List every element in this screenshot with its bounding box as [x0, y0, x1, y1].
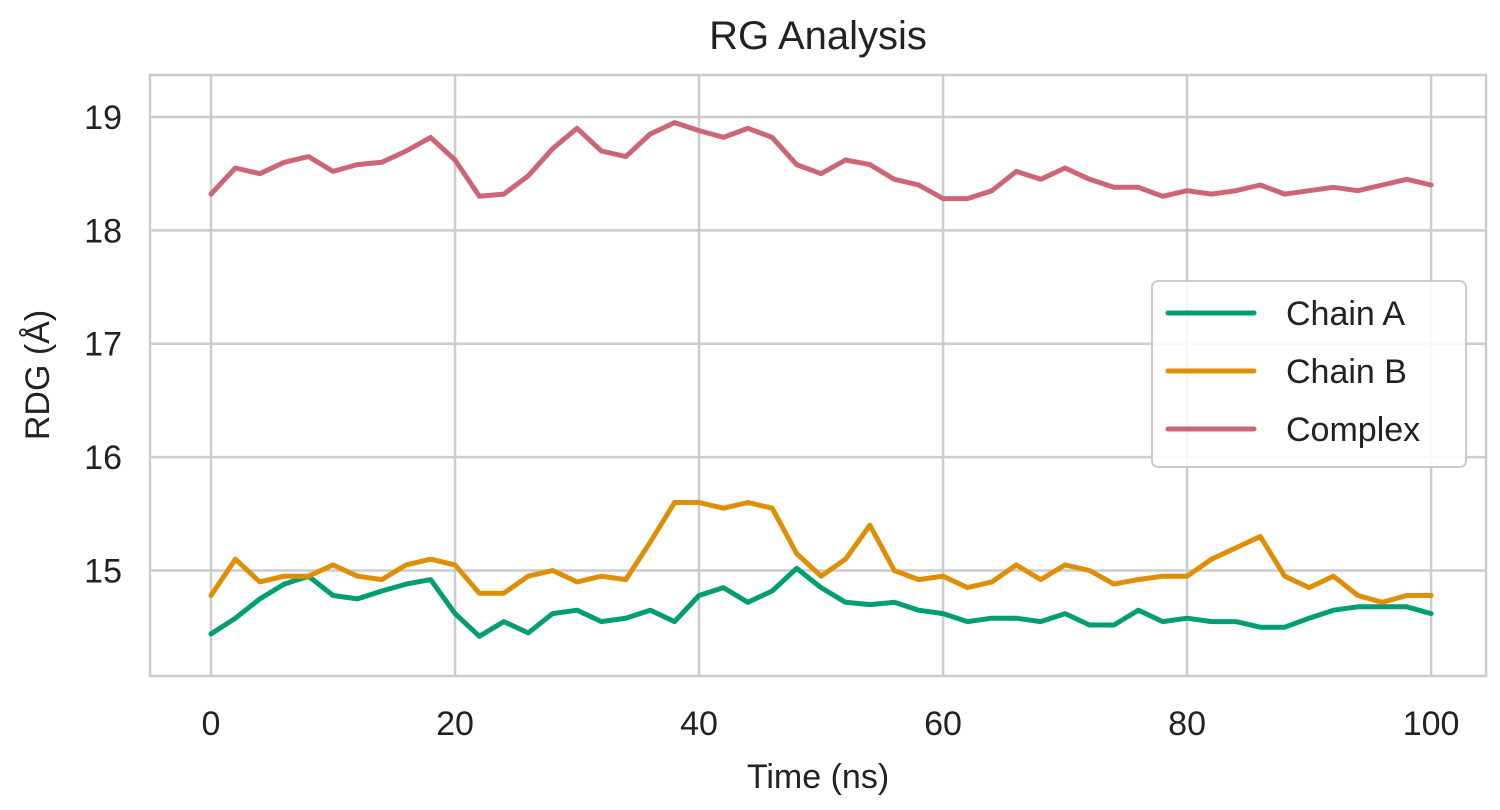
- x-tick-label: 0: [202, 705, 221, 743]
- y-tick-label: 18: [84, 212, 122, 250]
- y-tick-label: 19: [84, 99, 122, 137]
- series-chain-b: [208, 500, 1434, 605]
- x-tick-label: 80: [1168, 705, 1206, 743]
- legend: Chain A Chain B Complex: [1151, 280, 1467, 468]
- y-tick-label: 15: [84, 553, 122, 591]
- legend-label: Chain B: [1286, 353, 1407, 391]
- y-tick-label: 17: [84, 326, 122, 364]
- chart-title: RG Analysis: [709, 14, 927, 58]
- x-tick-label: 60: [924, 705, 962, 743]
- x-tick-label: 40: [680, 705, 718, 743]
- series-line: [208, 120, 1434, 202]
- legend-box: [1151, 280, 1467, 468]
- series-complex: [208, 120, 1434, 202]
- series-lines: [208, 120, 1434, 639]
- series-chain-a: [208, 565, 1434, 639]
- y-axis-label: RDG (Å): [19, 310, 57, 440]
- y-axis-ticks: 15 16 17 18 19: [84, 99, 122, 591]
- legend-label: Complex: [1286, 411, 1420, 449]
- plot-area-frame: [148, 73, 1488, 678]
- x-axis-ticks: 0 20 40 60 80 100: [202, 705, 1460, 743]
- legend-label: Chain A: [1286, 295, 1405, 333]
- x-tick-label: 20: [436, 705, 474, 743]
- series-line: [208, 500, 1434, 605]
- x-axis-label: Time (ns): [747, 758, 889, 796]
- series-line: [208, 565, 1434, 639]
- x-tick-label: 100: [1403, 705, 1460, 743]
- y-tick-label: 16: [84, 439, 122, 477]
